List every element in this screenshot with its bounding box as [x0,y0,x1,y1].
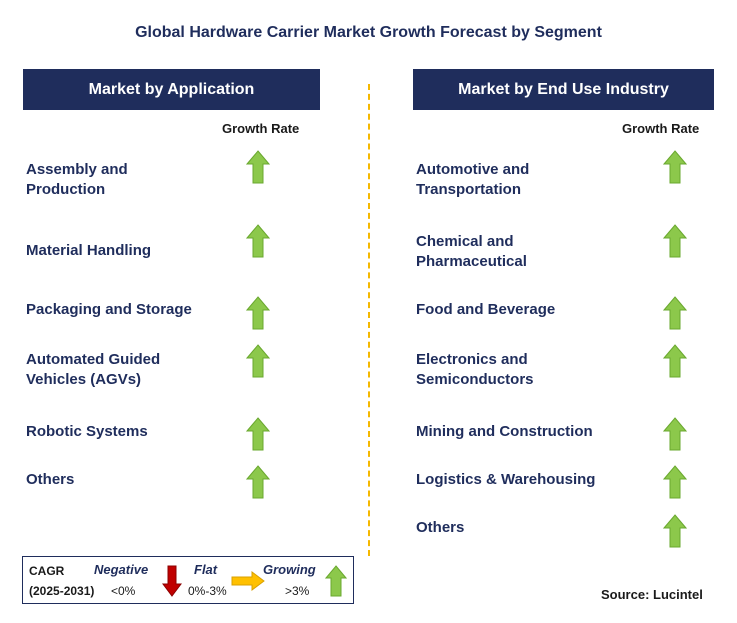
up-arrow-icon [246,224,270,258]
up-arrow-icon [663,150,687,184]
application-item-assembly: Assembly and Production [26,161,128,198]
up-arrow-icon [246,150,270,184]
up-arrow-icon [246,417,270,451]
chart-title: Global Hardware Carrier Market Growth Fo… [135,24,602,41]
end-use-item-food: Food and Beverage [416,301,556,318]
up-arrow-icon [325,565,347,597]
up-arrow-icon [663,224,687,258]
legend-cagr-label: CAGR [29,564,65,578]
application-item-packaging: Packaging and Storage [26,301,192,318]
up-arrow-icon [663,465,687,499]
end-use-item-mining: Mining and Construction [416,423,593,440]
legend-flat-label: Flat [194,562,218,577]
application-item-agv: Automated Guided Vehicles (AGVs) [26,351,161,388]
end-use-item-automotive: Automotive and Transportation [416,161,530,198]
source-note: Source: Lucintel [601,587,703,602]
application-item-material-handling: Material Handling [26,242,152,259]
legend-negative-label: Negative [94,562,149,577]
cagr-legend: CAGR (2025-2031) Negative <0% Flat 0%-3%… [22,556,354,604]
legend-period: (2025-2031) [29,584,95,598]
down-arrow-icon [162,565,182,597]
up-arrow-icon [663,344,687,378]
legend-growing-range: >3% [285,584,310,598]
application-item-others: Others [26,471,75,488]
legend-growing-label: Growing [263,562,316,577]
up-arrow-icon [246,344,270,378]
up-arrow-icon [663,514,687,548]
end-use-item-logistics: Logistics & Warehousing [416,471,596,488]
end-use-item-chemical: Chemical and Pharmaceutical [416,233,527,270]
application-growth-rate-label: Growth Rate [222,121,300,136]
end-use-item-others: Others [416,519,465,536]
end-use-growth-rate-label: Growth Rate [622,121,700,136]
right-arrow-icon [231,571,265,591]
application-header: Market by Application [23,69,320,110]
up-arrow-icon [246,296,270,330]
legend-flat-range: 0%-3% [188,584,227,598]
panel-divider [368,84,370,556]
end-use-header: Market by End Use Industry [413,69,714,110]
up-arrow-icon [663,417,687,451]
end-use-item-electronics: Electronics and Semiconductors [416,351,534,388]
legend-negative-range: <0% [111,584,136,598]
up-arrow-icon [663,296,687,330]
application-item-robotic: Robotic Systems [26,423,148,440]
up-arrow-icon [246,465,270,499]
